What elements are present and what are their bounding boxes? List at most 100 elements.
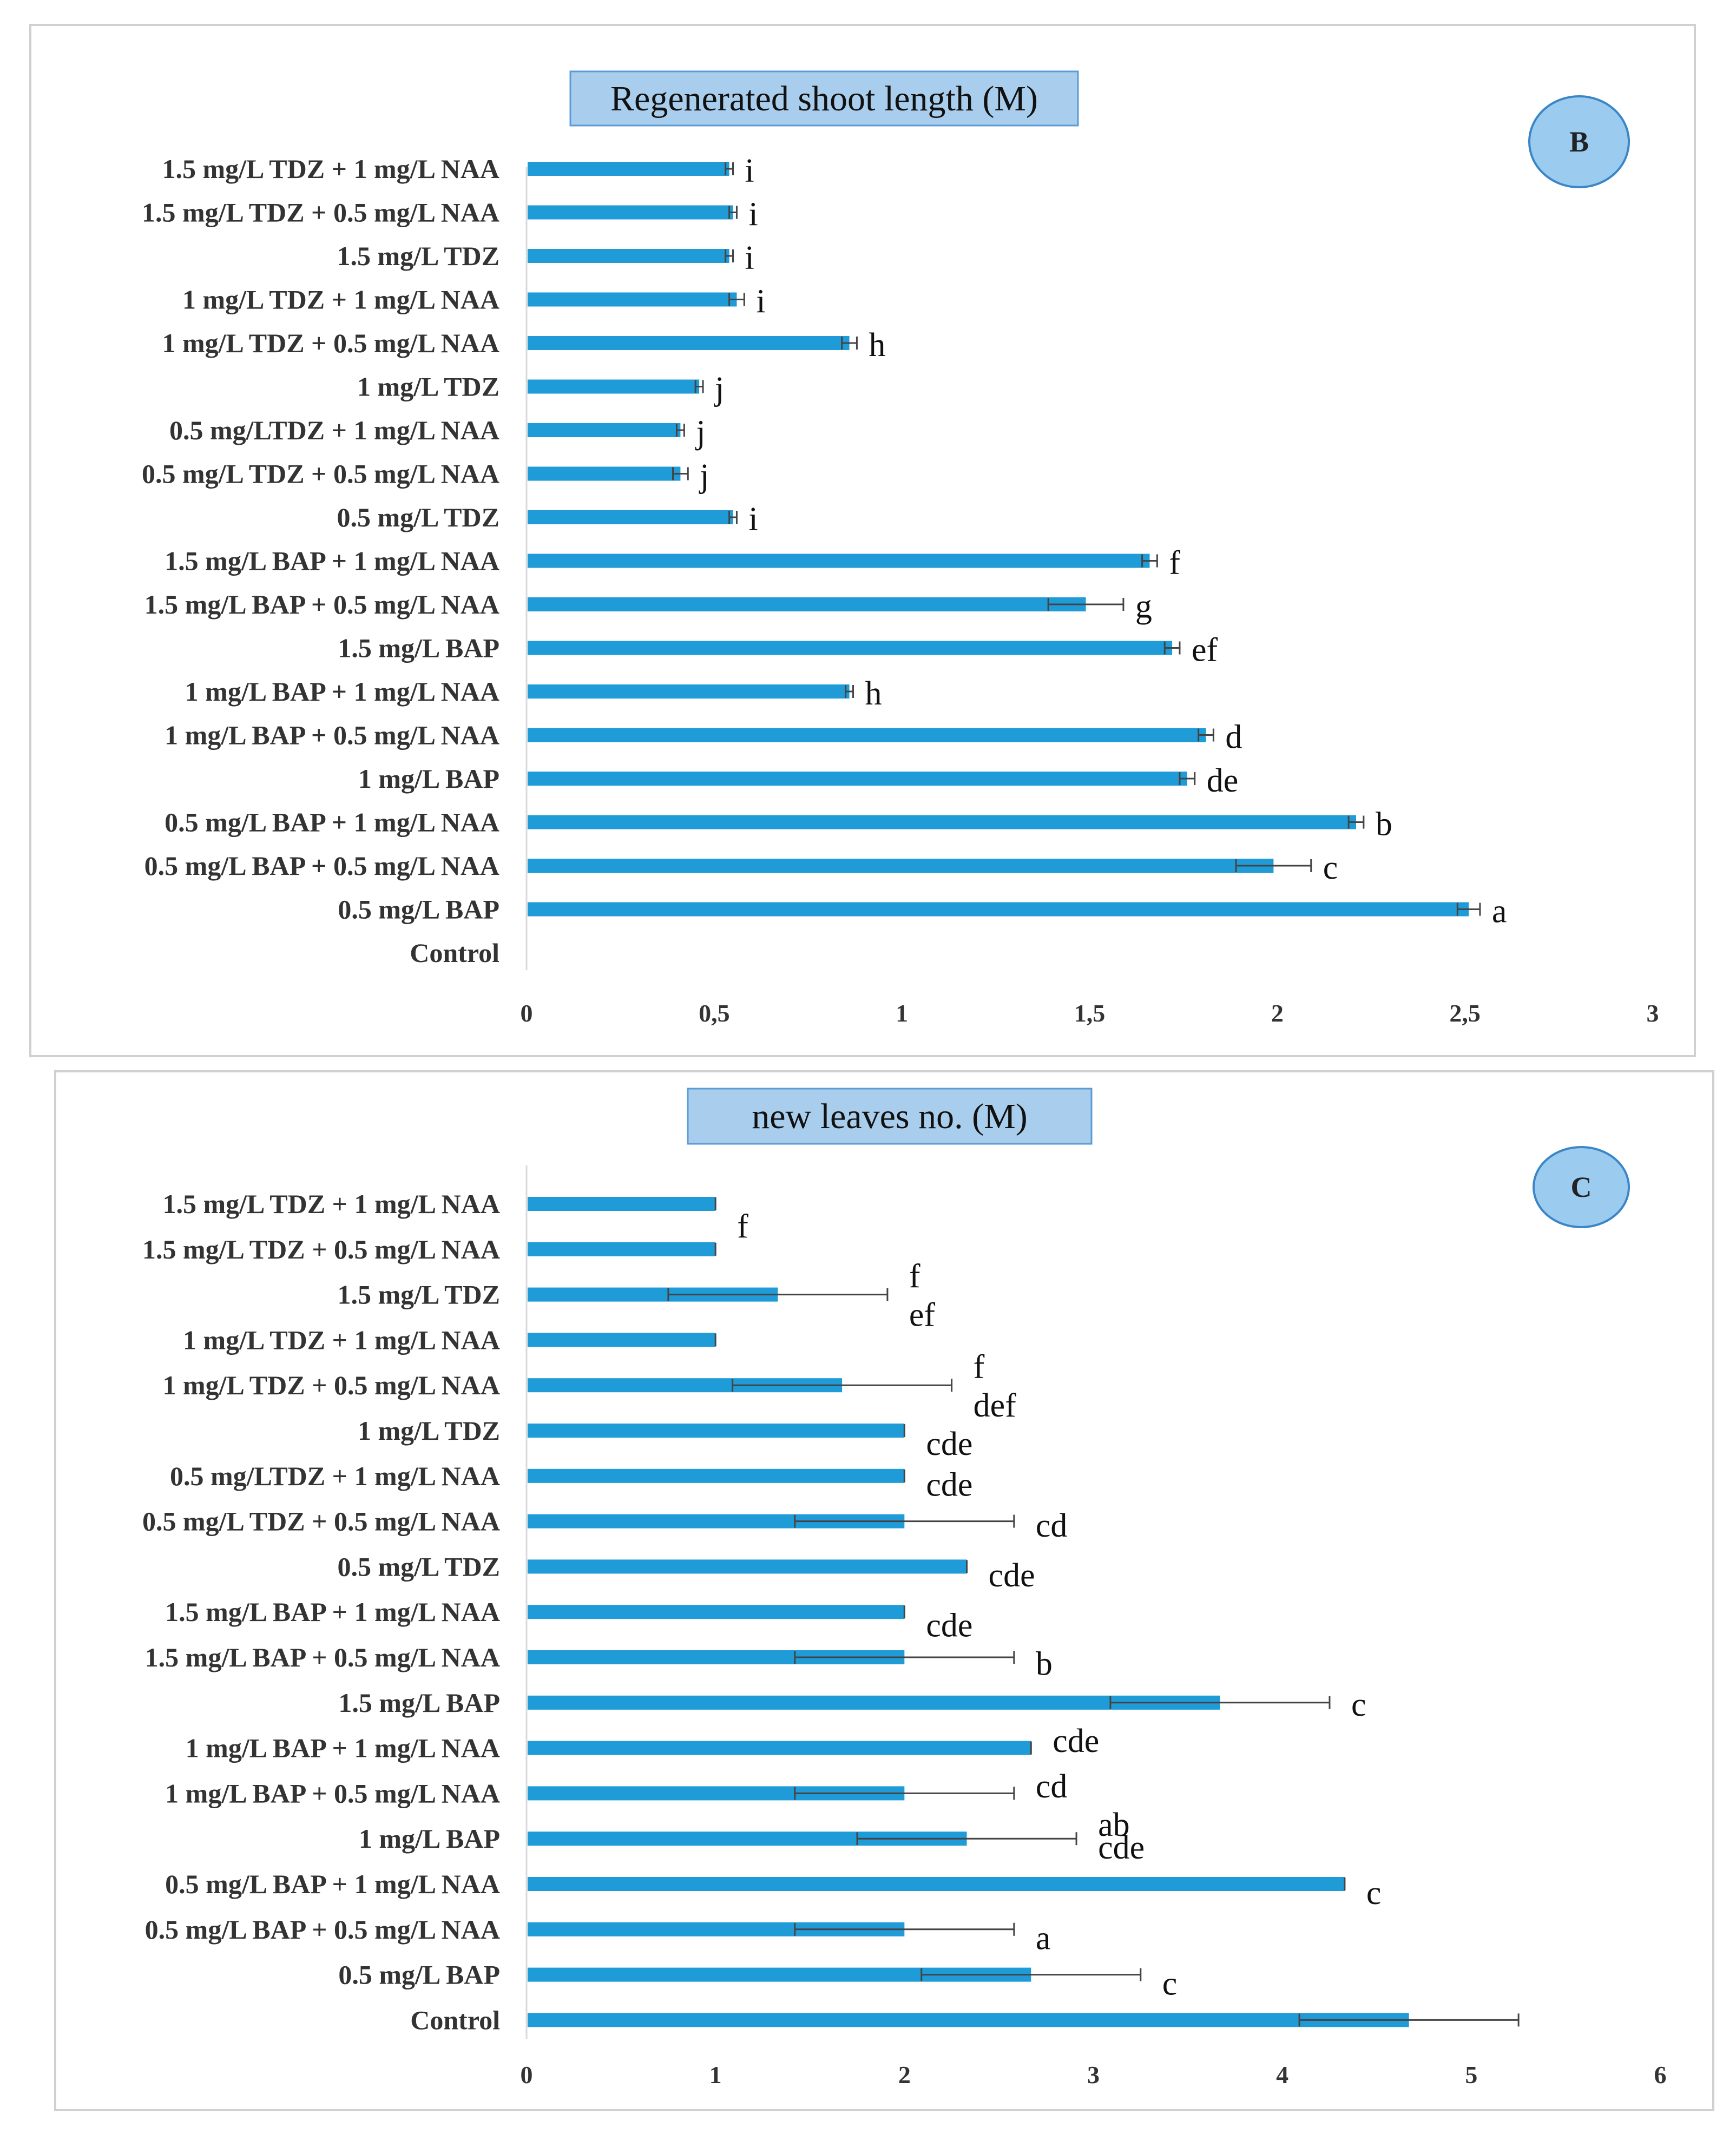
category-label: Control [410, 938, 499, 968]
bar [528, 1605, 905, 1619]
category-label: 1.5 mg/L TDZ + 0.5 mg/L NAA [142, 197, 499, 228]
significance-letter: i [756, 284, 765, 320]
bar [528, 379, 700, 394]
bar [528, 597, 1086, 611]
bar [528, 292, 737, 307]
significance-letter: f [737, 1208, 748, 1245]
significance-letter: b [1036, 1646, 1053, 1683]
bar [528, 554, 1150, 568]
x-tick-label: 1 [709, 2061, 722, 2089]
shoot-length-chart: Regenerated shoot length (M) B 0 0,5 1 1,5 2 2,… [142, 70, 1659, 1027]
category-label: 0.5 mg/L BAP [338, 894, 499, 925]
significance-letter: d [1225, 719, 1242, 756]
bar [528, 162, 729, 176]
bar [528, 1877, 1345, 1891]
category-label: 0.5 mg/L TDZ + 0.5 mg/L NAA [142, 1506, 500, 1537]
significance-letter: f [1169, 545, 1180, 582]
significance-letter: cde [926, 1607, 972, 1644]
category-label: 1.5 mg/L BAP [338, 633, 499, 663]
chart-panel-c: new leaves no. (M) C 0 1 2 3 4 5 6 1.5 mg/L TDZ +… [54, 1070, 1714, 2111]
significance-letter: j [695, 414, 705, 451]
category-label: 1.5 mg/L BAP [338, 1688, 500, 1718]
significance-letter: de [1207, 762, 1239, 799]
category-label: 0.5 mg/L BAP + 1 mg/L NAA [165, 1869, 500, 1899]
category-label: 0.5 mg/L TDZ [337, 502, 499, 532]
category-label: 1 mg/L BAP [359, 1823, 500, 1854]
category-label: 0.5 mg/L BAP + 1 mg/L NAA [165, 807, 499, 838]
category-label: 0.5 mg/LTDZ + 1 mg/L NAA [169, 415, 499, 445]
bar [528, 423, 681, 437]
chart-title: Regenerated shoot length (M) [610, 79, 1038, 118]
significance-letter: b [1376, 806, 1392, 843]
significance-letter: a [1036, 1920, 1051, 1957]
bar [528, 772, 1187, 786]
significance-letter: cde [926, 1426, 972, 1463]
bar [528, 728, 1206, 742]
significance-letter: i [745, 240, 754, 276]
category-label: 1 mg/L TDZ + 0.5 mg/L NAA [163, 1370, 501, 1400]
bar [528, 205, 733, 220]
x-tick-label: 1 [896, 999, 908, 1027]
bar [528, 859, 1274, 873]
x-tick-label: 0,5 [699, 999, 730, 1027]
category-label: 0.5 mg/LTDZ + 1 mg/L NAA [170, 1461, 500, 1491]
significance-letter: cd [1036, 1768, 1068, 1805]
x-tick-label: 3 [1087, 2061, 1100, 2089]
significance-letter: cde [1098, 1829, 1145, 1866]
bar [528, 641, 1173, 655]
bar [528, 1424, 905, 1438]
x-tick-label: 5 [1465, 2061, 1477, 2089]
bar [528, 1333, 716, 1347]
x-tick-label: 2 [1271, 999, 1284, 1027]
bar [528, 1468, 905, 1483]
significance-letter: ef [909, 1296, 936, 1333]
category-label: 1.5 mg/L BAP + 1 mg/L NAA [165, 546, 499, 576]
significance-letter: def [974, 1387, 1017, 1424]
category-label: 1 mg/L BAP + 0.5 mg/L NAA [165, 1778, 500, 1808]
bar [528, 1559, 967, 1574]
significance-letter: cde [1053, 1723, 1099, 1760]
significance-letter: i [748, 196, 758, 233]
x-tick-label: 6 [1654, 2061, 1667, 2089]
category-label: 1.5 mg/L TDZ + 1 mg/L NAA [162, 154, 500, 184]
significance-letter: ef [1192, 632, 1218, 669]
significance-letter: f [974, 1349, 985, 1386]
chart-title-box [569, 70, 1079, 127]
category-label: 1 mg/L BAP + 1 mg/L NAA [185, 676, 499, 707]
bar [528, 684, 850, 699]
category-label: 1.5 mg/L TDZ + 1 mg/L NAA [163, 1189, 501, 1219]
significance-letter: g [1135, 588, 1152, 625]
bar [528, 1741, 1031, 1755]
significance-letter: f [909, 1258, 920, 1295]
bar [528, 2013, 1409, 2027]
category-label: 0.5 mg/L TDZ + 0.5 mg/L NAA [142, 459, 499, 489]
bar [528, 510, 733, 524]
x-tick-label: 2,5 [1449, 999, 1481, 1027]
significance-letter: h [869, 327, 885, 364]
category-label: 1 mg/L TDZ + 0.5 mg/L NAA [162, 328, 500, 358]
category-label: 1.5 mg/L BAP + 0.5 mg/L NAA [145, 1642, 500, 1672]
category-label: 1 mg/L BAP + 1 mg/L NAA [186, 1733, 500, 1763]
x-tick-label: 0 [521, 999, 533, 1027]
significance-letter: cde [926, 1467, 972, 1504]
category-label: 1.5 mg/L BAP + 1 mg/L NAA [165, 1597, 500, 1627]
chart-title: new leaves no. (M) [752, 1097, 1028, 1136]
panel-badge-label: C [1571, 1171, 1592, 1203]
significance-letter: c [1366, 1875, 1382, 1912]
significance-letter: cde [989, 1557, 1035, 1594]
category-label: 1 mg/L BAP + 0.5 mg/L NAA [165, 720, 499, 750]
significance-letter: i [748, 501, 758, 538]
chart-panel-b: Regenerated shoot length (M) B 0 0,5 1 1,5 2 2,… [29, 24, 1696, 1057]
category-label: 1 mg/L TDZ [358, 1415, 500, 1446]
category-label: 1.5 mg/L TDZ [337, 1280, 500, 1310]
bar [528, 249, 729, 263]
x-tick-label: 2 [898, 2061, 911, 2089]
bar [528, 902, 1469, 917]
panel-badge-circle [1533, 1146, 1630, 1228]
significance-letter: j [699, 458, 709, 495]
category-label: 0.5 mg/L BAP [338, 1960, 500, 1990]
bar [528, 466, 681, 481]
significance-letter: c [1162, 1965, 1178, 2002]
category-label: 0.5 mg/L TDZ [337, 1551, 500, 1582]
category-label: 1 mg/L TDZ + 1 mg/L NAA [182, 285, 499, 315]
